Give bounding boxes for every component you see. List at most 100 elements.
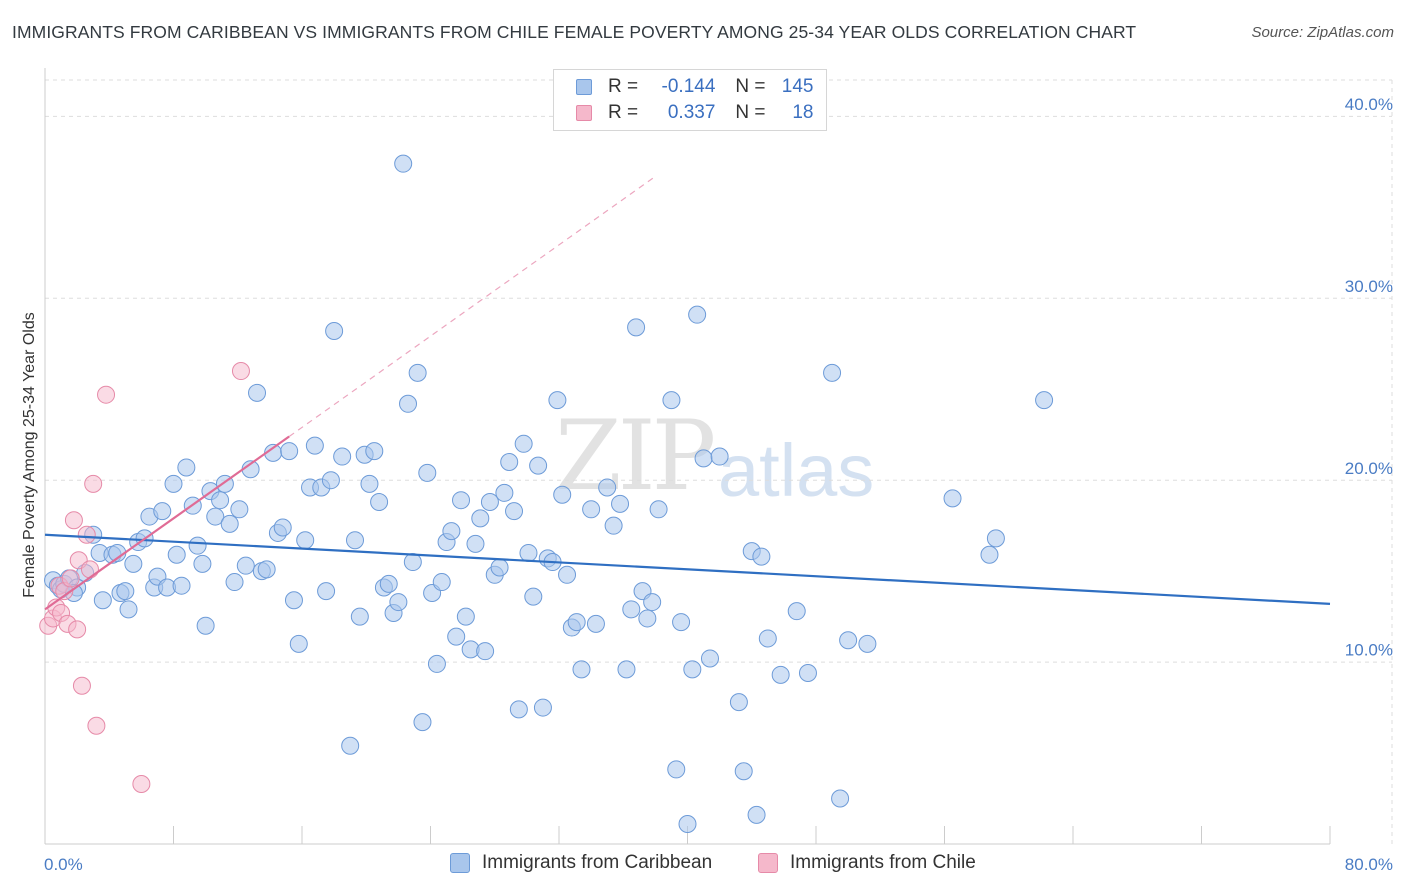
caribbean-point	[519, 543, 538, 562]
caribbean-point	[758, 629, 777, 648]
caribbean-legend-label: Immigrants from Caribbean	[482, 852, 713, 873]
caribbean-point	[787, 602, 806, 621]
chile-point	[64, 511, 83, 530]
chile-swatch	[576, 105, 592, 121]
chile-point	[231, 362, 250, 381]
caribbean-point	[418, 463, 437, 482]
caribbean-point	[394, 154, 413, 173]
caribbean-point	[305, 436, 324, 455]
caribbean-point	[858, 634, 877, 653]
caribbean-point	[403, 553, 422, 572]
bottom-legend-chile: Immigrants from Chile	[758, 852, 976, 874]
caribbean-point	[771, 665, 790, 684]
y-tick-label: 10.0%	[1345, 641, 1393, 660]
caribbean-point	[350, 607, 369, 626]
caribbean-point	[452, 491, 471, 510]
r-label: R =	[608, 102, 639, 123]
watermark-zip: ZIP	[555, 400, 716, 512]
caribbean-point	[572, 660, 591, 679]
chile-trend-line	[44, 435, 290, 611]
caribbean-point	[273, 518, 292, 537]
chile-point	[72, 676, 91, 695]
n-label: N =	[735, 76, 766, 97]
chile-legend-swatch	[758, 853, 778, 873]
caribbean-point	[729, 693, 748, 712]
caribbean-point	[466, 534, 485, 553]
caribbean-swatch	[576, 79, 592, 95]
caribbean-point	[413, 713, 432, 732]
caribbean-point	[505, 502, 524, 521]
caribbean-point	[558, 565, 577, 584]
caribbean-point	[627, 318, 646, 337]
caribbean-point	[529, 456, 548, 475]
caribbean-point	[427, 654, 446, 673]
caribbean-point	[622, 600, 641, 619]
caribbean-point	[193, 554, 212, 573]
caribbean-point	[667, 760, 686, 779]
axes	[44, 68, 1331, 845]
caribbean-point	[346, 531, 365, 550]
caribbean-point	[598, 478, 617, 497]
caribbean-point	[823, 363, 842, 382]
caribbean-point	[116, 582, 135, 601]
caribbean-point	[476, 642, 495, 661]
caribbean-point	[582, 500, 601, 519]
caribbean-point	[617, 660, 636, 679]
caribbean-point	[1035, 391, 1054, 410]
caribbean-point	[164, 474, 183, 493]
caribbean-point	[172, 576, 191, 595]
caribbean-point	[638, 609, 657, 628]
chile-point	[80, 560, 99, 579]
caribbean-point	[399, 394, 418, 413]
r-label: R =	[608, 76, 639, 97]
caribbean-point	[548, 391, 567, 410]
caribbean-point	[447, 627, 466, 646]
bottom-legend-caribbean: Immigrants from Caribbean	[450, 852, 712, 874]
caribbean-point	[683, 660, 702, 679]
y-axis-label: Female Poverty Among 25-34 Year Olds	[21, 312, 38, 598]
caribbean-point	[480, 493, 499, 512]
caribbean-point	[280, 442, 299, 461]
caribbean-point	[514, 434, 533, 453]
chile-trend-extension	[288, 175, 656, 438]
caribbean-point	[678, 814, 697, 833]
caribbean-points	[44, 154, 1054, 833]
caribbean-point	[196, 616, 215, 635]
caribbean-point	[325, 322, 344, 341]
chart-title: IMMIGRANTS FROM CARIBBEAN VS IMMIGRANTS …	[12, 22, 1137, 42]
watermark-atlas: atlas	[718, 429, 875, 512]
trend-lines	[44, 175, 1331, 611]
caribbean-point	[604, 516, 623, 535]
chile-r-value: 0.337	[667, 102, 716, 123]
caribbean-point	[248, 383, 267, 402]
chile-point	[61, 569, 80, 588]
n-label: N =	[735, 102, 766, 123]
caribbean-trend-line	[44, 533, 1331, 605]
caribbean-point	[236, 556, 255, 575]
legend-row-chile: R = 0.337 N = 18	[576, 101, 814, 125]
caribbean-point	[257, 560, 276, 579]
caribbean-point	[211, 491, 230, 510]
caribbean-point	[586, 614, 605, 633]
caribbean-point	[509, 700, 528, 719]
correlation-legend: R = -0.144 N = 145 R = 0.337 N = 18	[553, 69, 827, 131]
chile-point	[77, 525, 96, 544]
chile-point	[84, 474, 103, 493]
caribbean-point	[500, 453, 519, 471]
caribbean-point	[471, 509, 490, 528]
chile-n-value: 18	[792, 102, 814, 123]
caribbean-point	[379, 574, 398, 593]
caribbean-point	[93, 591, 112, 610]
y-tick-label: 20.0%	[1345, 459, 1393, 478]
caribbean-point	[567, 613, 586, 632]
caribbean-point	[360, 474, 379, 493]
caribbean-point	[317, 582, 336, 601]
caribbean-point	[289, 634, 308, 653]
axis-labels: 10.0% 20.0% 30.0% 40.0% 0.0% 80.0% Female Pove…	[21, 95, 1393, 874]
caribbean-point	[124, 554, 143, 573]
caribbean-point	[831, 789, 850, 808]
caribbean-r-value: -0.144	[661, 76, 716, 97]
caribbean-point	[649, 500, 668, 519]
chile-point	[68, 620, 87, 639]
